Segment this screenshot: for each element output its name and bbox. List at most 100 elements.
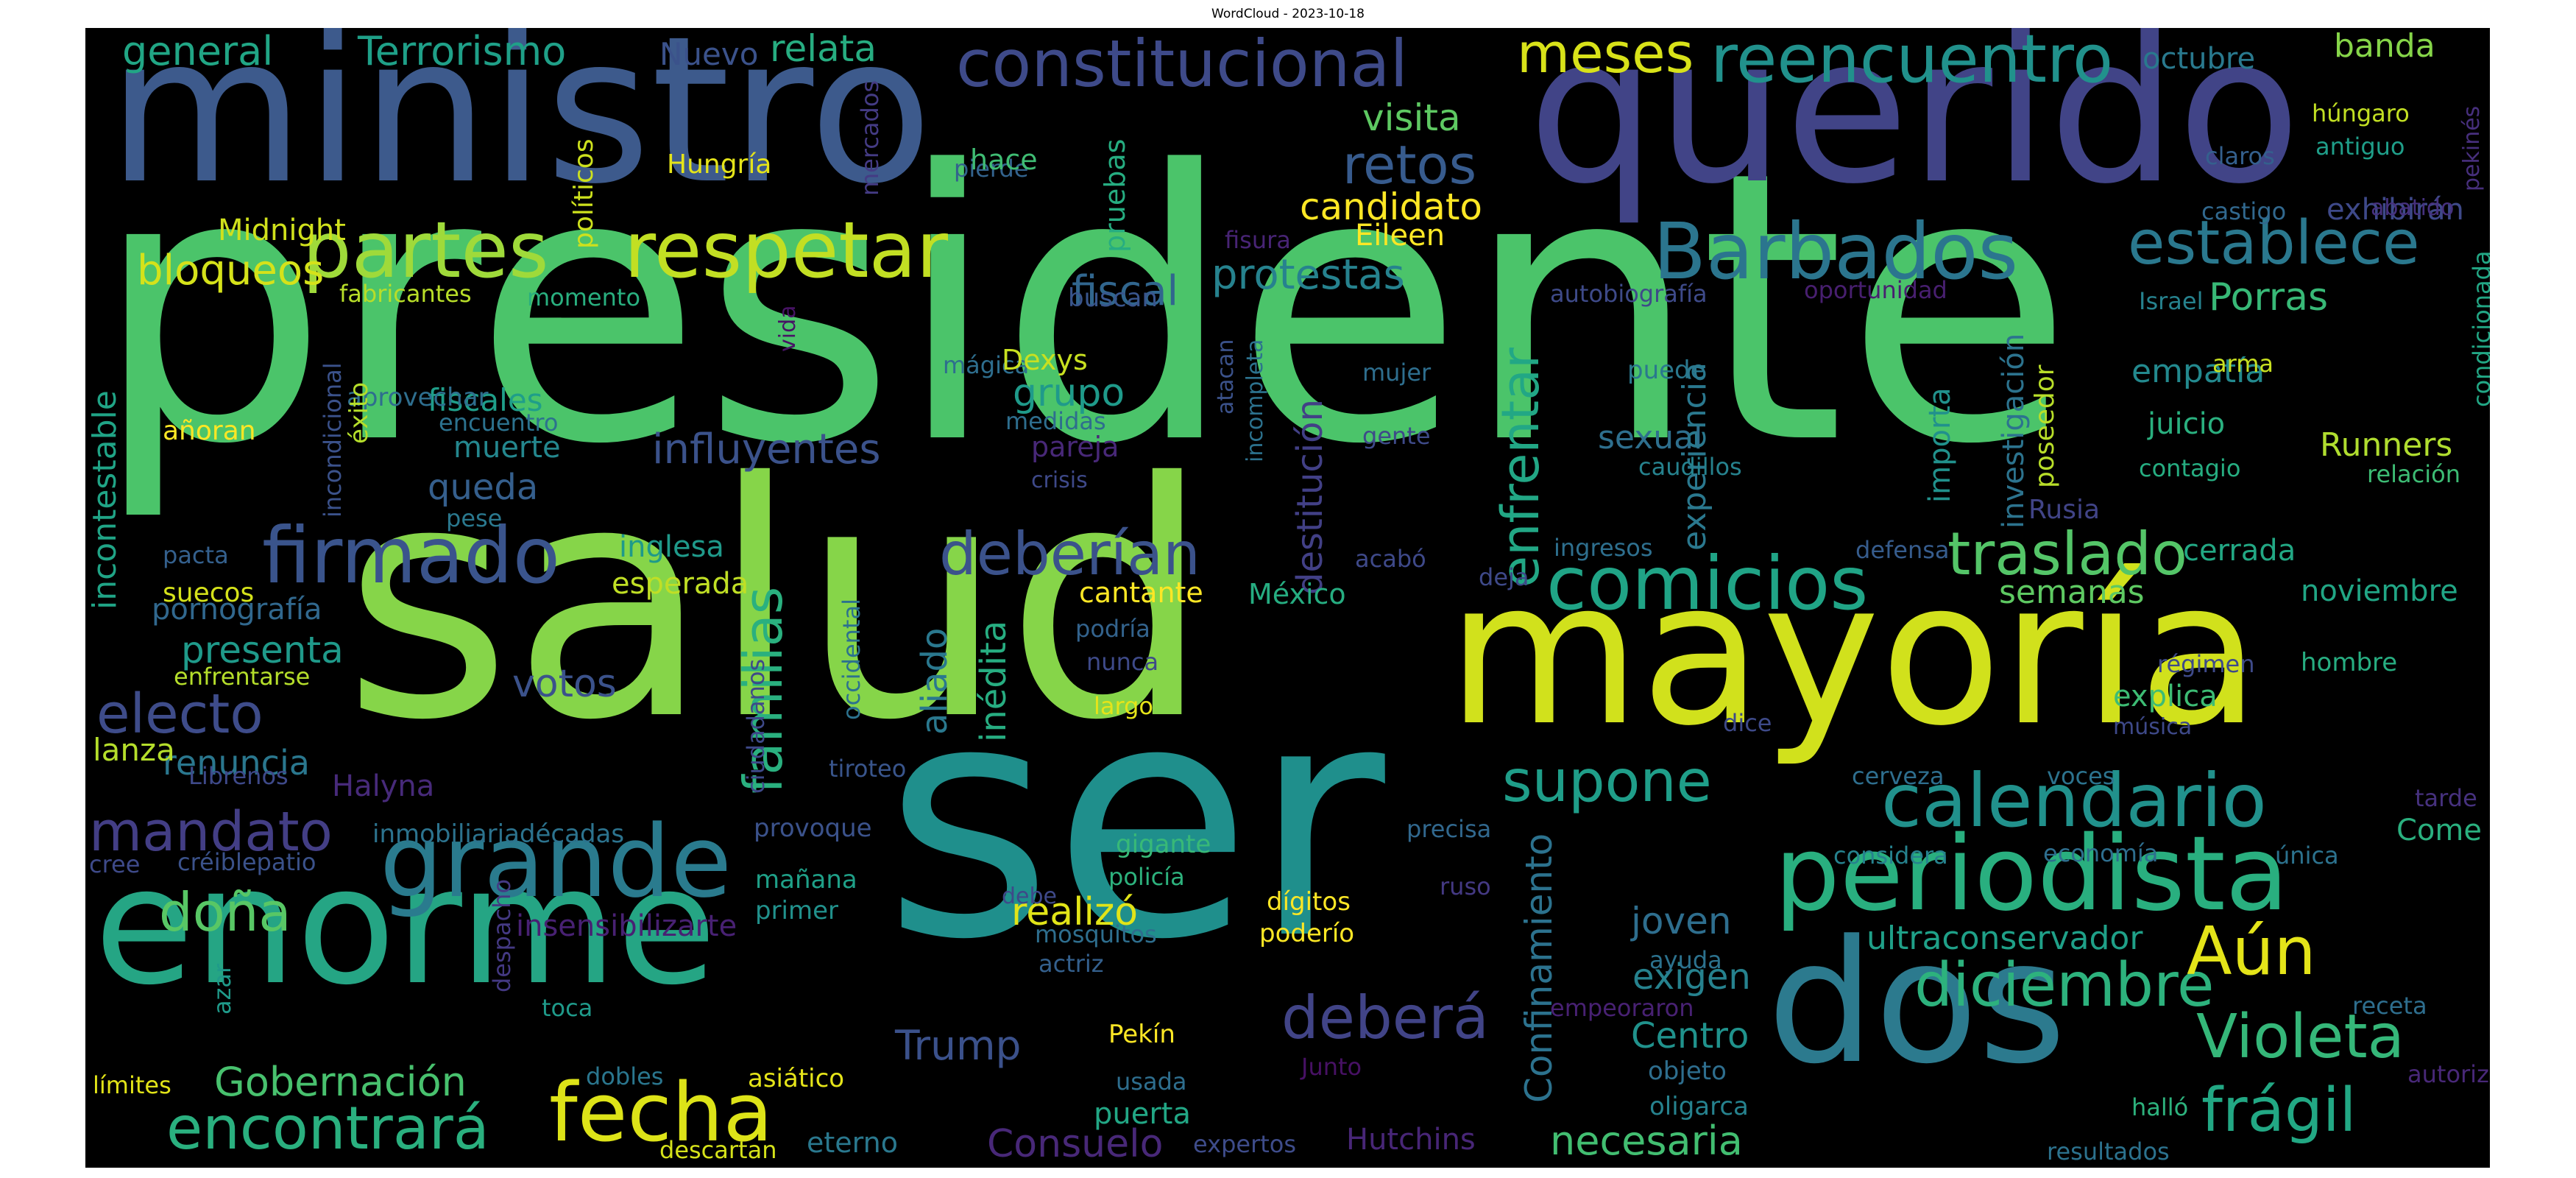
word: semanas: [1999, 574, 2145, 611]
word: visita: [1362, 96, 1461, 139]
word: empatía: [2131, 353, 2265, 390]
word: única: [2275, 842, 2339, 870]
word: inmobiliariadécadas: [372, 819, 625, 849]
word: retos: [1342, 134, 1477, 196]
word: antiguo: [2315, 133, 2405, 161]
word: firmado: [262, 511, 560, 601]
word: ministro: [107, 28, 933, 228]
word: inédita: [973, 620, 1014, 742]
word: banda: [2334, 28, 2435, 65]
word: Runners: [2320, 426, 2453, 464]
word: poderío: [1259, 919, 1355, 948]
word: noviembre: [2301, 574, 2458, 608]
word: mujer: [1362, 359, 1432, 387]
word: comicios: [1546, 540, 1869, 627]
word: joven: [1631, 900, 1732, 942]
word: receta: [2352, 992, 2427, 1020]
word: gigante: [1116, 830, 1211, 859]
word: traslado: [1947, 520, 2187, 588]
word: Aún: [2187, 913, 2316, 990]
word: realizó: [1011, 890, 1139, 934]
word: policía: [1108, 863, 1185, 891]
word: ayuda: [1649, 946, 1722, 974]
word: Israel: [2139, 287, 2204, 315]
word: encontrará: [166, 1094, 489, 1163]
word: necesaria: [1550, 1118, 1743, 1164]
word: música: [2113, 714, 2193, 740]
word: azar: [208, 963, 236, 1015]
word: castigo: [2201, 197, 2287, 225]
word: votos: [512, 662, 617, 706]
word: Come: [2396, 814, 2482, 847]
word: cerrada: [2183, 534, 2296, 568]
word: fisura: [1225, 226, 1291, 254]
word: mañana: [755, 865, 857, 895]
word: Librenos: [188, 762, 289, 790]
word: Junto: [1301, 1053, 1362, 1081]
word: presenta: [181, 629, 344, 671]
word: abatido: [2371, 195, 2455, 221]
word: Consuelo: [987, 1122, 1164, 1166]
word: oligarca: [1649, 1092, 1749, 1121]
word: exhibirán: [2326, 193, 2464, 227]
word: usada: [1116, 1068, 1187, 1096]
word: incontestable: [86, 390, 124, 610]
word: añoran: [163, 416, 256, 446]
word: objeto: [1648, 1057, 1727, 1086]
word: puerta: [1094, 1097, 1191, 1131]
word: defensa: [1855, 536, 1950, 564]
word: éxito: [344, 381, 374, 444]
word: deberá: [1281, 984, 1489, 1052]
word: ultraconservador: [1866, 920, 2143, 957]
word: contagio: [2139, 454, 2241, 482]
word: frágil: [2201, 1076, 2357, 1146]
word: Trump: [895, 1022, 1022, 1069]
word: bloqueos: [137, 247, 325, 294]
word: dos: [1767, 905, 2067, 1101]
word: destitución: [1289, 399, 1331, 595]
word: régimen: [2157, 650, 2255, 678]
word: Nuevo: [659, 36, 759, 72]
word: halló: [2131, 1093, 2189, 1121]
word: autorizadas: [2407, 1060, 2490, 1088]
word: encuentro: [439, 409, 559, 437]
word: juicio: [2148, 407, 2226, 441]
word: mercados: [856, 80, 884, 196]
word: constitucional: [956, 28, 1408, 102]
word: ingresos: [1554, 534, 1653, 562]
word: fiscales: [428, 382, 543, 418]
word: exigen: [1632, 956, 1751, 998]
word: respetar: [624, 205, 949, 295]
word: meses: [1517, 28, 1694, 85]
word: Confinamiento: [1518, 833, 1560, 1103]
word: dígitos: [1267, 887, 1351, 917]
word: acabó: [1355, 545, 1426, 573]
word: suecos: [163, 578, 255, 608]
word: grande: [380, 804, 732, 920]
word: inglesa: [619, 530, 724, 564]
word: autobiografía: [1550, 280, 1708, 308]
word: empeoraron: [1550, 994, 1694, 1022]
word: esperada: [612, 567, 749, 601]
word: tarde: [2415, 784, 2477, 812]
word: renuncia: [163, 743, 310, 783]
word: salud: [343, 414, 1211, 791]
word: cantante: [1079, 576, 1203, 609]
word: considera: [1833, 842, 1948, 870]
word: periodista: [1774, 814, 2289, 934]
word: vida: [775, 305, 801, 352]
word: dice: [1723, 709, 1772, 737]
word: provoque: [754, 814, 872, 843]
word: Hutchins: [1346, 1123, 1476, 1157]
word: supone: [1502, 749, 1712, 815]
word: húngaro: [2312, 99, 2410, 127]
word: partes: [302, 205, 549, 295]
word: dobles: [586, 1062, 664, 1090]
word: presidente: [93, 93, 2074, 526]
word: caudillos: [1638, 453, 1742, 481]
word: asiático: [748, 1064, 845, 1093]
word: poseedor: [2030, 364, 2060, 488]
word: aprovechar: [347, 383, 489, 412]
word: mayoría: [1447, 537, 2260, 769]
word: fecha: [549, 1065, 774, 1160]
